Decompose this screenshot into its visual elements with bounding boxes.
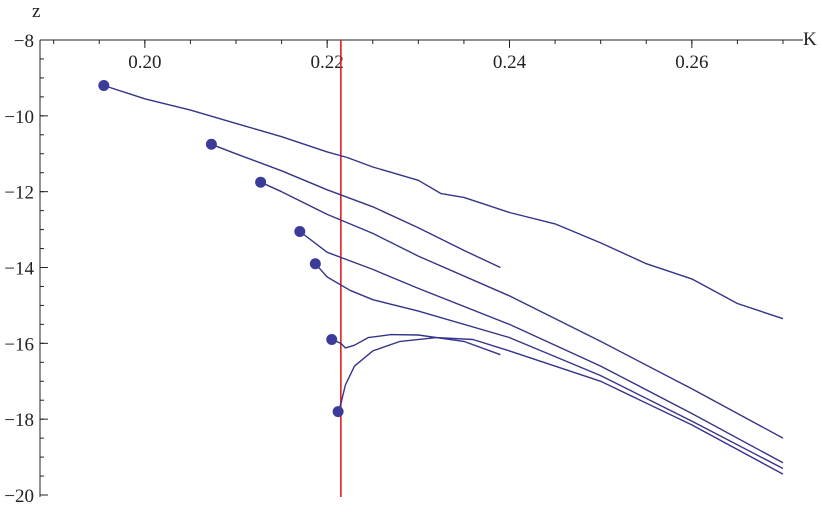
y-tick-label: −14	[4, 259, 34, 280]
y-tick-label: −12	[4, 183, 34, 204]
series-line-3	[260, 181, 784, 439]
y-tick-label: −16	[4, 334, 34, 355]
series-line-2	[211, 143, 501, 269]
y-tick-label: −8	[14, 31, 34, 52]
start-point-2	[205, 138, 217, 150]
x-tick-label: 0.22	[311, 52, 344, 73]
series-line-5	[314, 263, 784, 470]
series-line-7	[337, 336, 784, 475]
start-point-6	[326, 334, 338, 346]
x-tick-label: 0.24	[493, 52, 527, 73]
y-tick-label: −18	[4, 410, 34, 431]
x-tick-label: 0.26	[675, 52, 708, 73]
axes	[39, 39, 803, 497]
tick-marks	[40, 39, 784, 496]
start-point-1	[98, 80, 110, 91]
series-line-6	[331, 333, 501, 356]
y-tick-label: −20	[4, 486, 34, 507]
y-axis-label: z	[32, 1, 40, 22]
series-line-1	[103, 84, 784, 320]
markers-group	[98, 80, 344, 418]
y-tick-label: −10	[4, 107, 34, 128]
x-axis-label: K	[803, 29, 817, 50]
start-point-4	[294, 225, 306, 237]
start-point-7	[332, 406, 344, 418]
series-group	[103, 84, 784, 475]
start-point-5	[309, 258, 321, 270]
tick-labels: 0.20 0.22 0.24 0.26 −8 −10 −12 −14 −16 −18 −20	[4, 31, 708, 507]
x-tick-label: 0.20	[128, 52, 161, 73]
start-point-3	[255, 176, 267, 188]
series-line-4	[299, 230, 784, 464]
